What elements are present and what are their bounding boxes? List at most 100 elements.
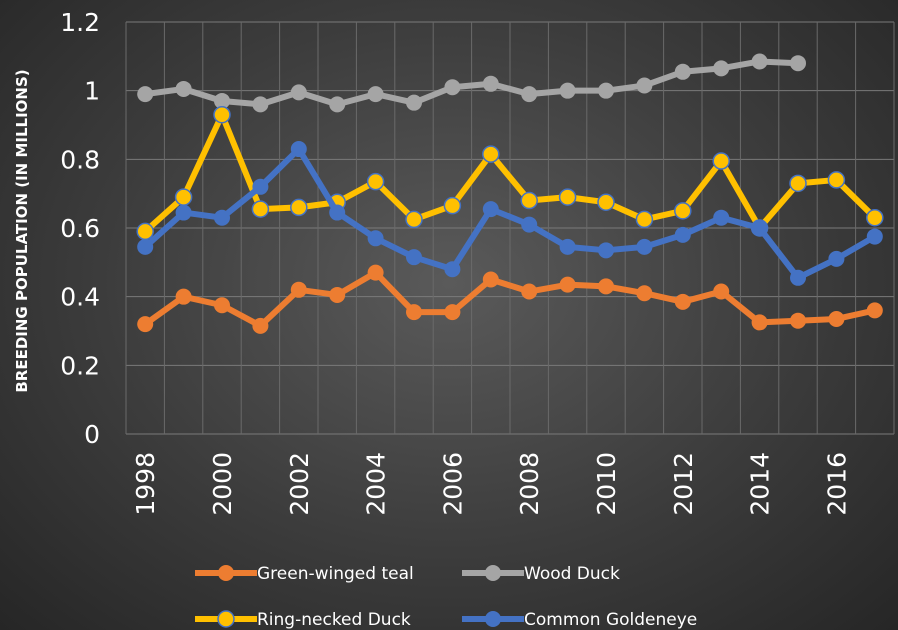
series-1 xyxy=(137,53,806,113)
data-point xyxy=(751,53,768,70)
data-point xyxy=(828,310,845,327)
data-point xyxy=(559,276,576,293)
y-axis: 0 0.2 0.4 0.6 0.8 1 1.2 xyxy=(60,8,100,449)
data-point xyxy=(598,278,614,295)
data-point xyxy=(443,196,462,215)
y-tick-label: 0.4 xyxy=(60,283,100,312)
data-point xyxy=(713,283,730,300)
data-point xyxy=(406,304,422,321)
data-point xyxy=(520,191,538,210)
data-point xyxy=(175,288,192,305)
data-point xyxy=(751,314,768,331)
data-point xyxy=(866,302,883,319)
data-point xyxy=(290,84,307,101)
data-point xyxy=(597,193,615,211)
legend-label: Wood Duck xyxy=(524,564,620,584)
data-point xyxy=(558,188,577,206)
data-point xyxy=(598,242,614,259)
data-point xyxy=(674,293,691,310)
y-tick-label: 0.2 xyxy=(60,351,100,380)
legend-label: Green-winged teal xyxy=(257,564,414,584)
data-point xyxy=(405,210,423,229)
x-tick-label: 2006 xyxy=(438,452,467,516)
data-point xyxy=(406,94,422,111)
data-point xyxy=(175,204,192,221)
data-point xyxy=(137,86,154,103)
data-point xyxy=(290,141,307,158)
x-tick-label: 2000 xyxy=(208,452,237,516)
data-point xyxy=(598,82,614,99)
data-point xyxy=(482,145,500,163)
data-point xyxy=(366,172,385,191)
data-point xyxy=(674,202,692,220)
data-point xyxy=(367,86,384,103)
series-lines xyxy=(136,53,884,334)
data-point xyxy=(482,201,499,218)
data-point xyxy=(636,238,653,255)
data-point xyxy=(674,226,691,243)
data-point xyxy=(636,77,653,94)
legend-marker xyxy=(217,610,235,628)
legend-marker xyxy=(485,565,501,581)
data-point xyxy=(866,228,883,245)
data-point xyxy=(635,210,654,229)
data-point xyxy=(367,230,384,247)
data-point xyxy=(252,317,269,334)
data-point xyxy=(712,152,730,170)
data-point xyxy=(252,96,269,113)
x-axis: 1998 2000 2002 2004 2006 2008 2010 2012 2014 2016 xyxy=(131,452,851,516)
data-point xyxy=(214,209,230,226)
data-point xyxy=(137,316,154,333)
data-point xyxy=(290,198,308,217)
data-point xyxy=(521,86,538,103)
data-point xyxy=(559,82,576,99)
data-point xyxy=(251,200,270,218)
data-point xyxy=(559,238,576,255)
data-point xyxy=(136,222,154,241)
data-point xyxy=(367,264,384,281)
series-3 xyxy=(137,141,883,286)
legend-label: Common Goldeneye xyxy=(524,610,697,630)
x-tick-label: 2016 xyxy=(822,452,851,516)
y-tick-label: 0 xyxy=(84,420,100,449)
data-point xyxy=(828,250,845,267)
gridlines xyxy=(125,21,895,435)
data-point xyxy=(789,174,807,193)
x-tick-label: 2014 xyxy=(746,452,775,516)
data-point xyxy=(406,249,422,266)
series-line xyxy=(143,269,876,329)
data-point xyxy=(213,105,231,124)
data-point xyxy=(444,261,461,278)
data-point xyxy=(214,92,230,109)
x-tick-label: 1998 xyxy=(131,452,160,516)
data-point xyxy=(252,178,269,195)
x-tick-label: 2004 xyxy=(362,452,391,516)
data-point xyxy=(713,60,730,77)
data-point xyxy=(713,209,730,226)
legend-label: Ring-necked Duck xyxy=(257,610,411,630)
data-point xyxy=(827,171,846,189)
data-point xyxy=(290,281,307,298)
data-point xyxy=(444,79,461,96)
data-point xyxy=(751,220,768,236)
data-point xyxy=(214,297,230,314)
data-point xyxy=(866,208,884,227)
data-point xyxy=(329,286,346,303)
data-point xyxy=(482,75,499,92)
x-tick-label: 2010 xyxy=(592,452,621,516)
y-tick-label: 0.6 xyxy=(60,214,100,243)
data-point xyxy=(137,238,154,255)
series-0 xyxy=(137,264,883,334)
legend-marker xyxy=(218,565,234,581)
data-point xyxy=(329,204,346,221)
data-point xyxy=(790,312,806,329)
legend: Green-winged teal Wood Duck Ring-necked Du… xyxy=(195,564,697,630)
data-point xyxy=(521,216,538,233)
data-point xyxy=(329,96,346,113)
data-point xyxy=(174,188,193,206)
y-axis-label: BREEDING POPULATION (IN MILLIONS) xyxy=(13,69,31,392)
data-point xyxy=(790,55,806,72)
data-point xyxy=(444,304,461,321)
x-tick-label: 2002 xyxy=(285,452,314,516)
